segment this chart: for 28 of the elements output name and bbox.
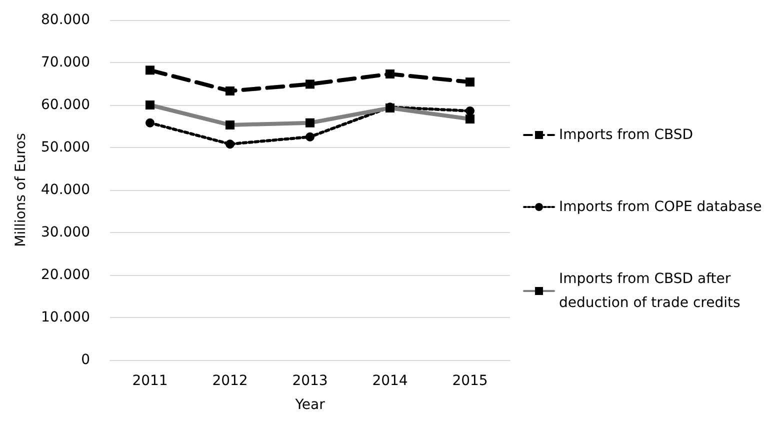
point xyxy=(466,106,474,116)
point xyxy=(226,140,234,149)
x-axis-title: Year xyxy=(294,397,326,413)
x-tick-label: 2011 xyxy=(132,373,168,389)
x-tick-label: 2012 xyxy=(212,373,248,389)
point xyxy=(146,66,154,75)
y-tick-label: 50.000 xyxy=(41,140,90,156)
y-tick-label: 30.000 xyxy=(41,224,90,240)
y-tick-label: 10.000 xyxy=(41,310,90,326)
point xyxy=(466,78,474,87)
legend-label: Imports from CBSD after deduction of trade credits xyxy=(559,271,740,311)
legend-label: Imports from CBSD xyxy=(559,127,694,143)
point xyxy=(146,118,154,128)
point xyxy=(226,86,234,96)
legend-label: Imports from COPE database xyxy=(559,199,762,215)
point xyxy=(306,132,314,142)
y-tick-label: 80.000 xyxy=(41,12,90,28)
y-tick-label: 60.000 xyxy=(41,97,90,113)
point xyxy=(306,80,314,89)
y-tick-label: 40.000 xyxy=(41,182,90,198)
point xyxy=(386,69,394,78)
y-tick-label: 70.000 xyxy=(41,54,90,70)
x-tick-label: 2014 xyxy=(372,373,408,389)
y-axis-title: Millions of Euros xyxy=(13,133,29,247)
x-tick-label: 2013 xyxy=(292,373,328,389)
y-tick-label: 20.000 xyxy=(41,267,90,283)
x-tick-label: 2015 xyxy=(452,373,488,389)
y-tick-label: 0 xyxy=(81,352,90,368)
